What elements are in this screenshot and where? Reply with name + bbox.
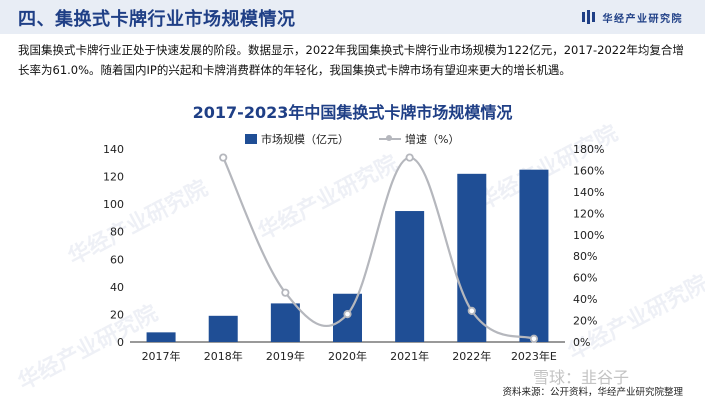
y-left-tick-label: 40 [110, 281, 124, 294]
snowball-watermark: 雪球：韭谷子 [533, 368, 630, 387]
chart-legend: 市场规模（亿元） 增速（%） [245, 131, 489, 147]
page-title: 四、集换式卡牌行业市场规模情况 [18, 9, 296, 30]
y-right-tick-label: 180% [573, 143, 604, 156]
legend-label-line: 增速（%） [405, 133, 460, 146]
x-tick-label: 2020年 [328, 349, 367, 363]
brand-logo-icon [581, 10, 595, 24]
growth-point [405, 153, 414, 162]
y-right-tick-label: 140% [573, 186, 604, 199]
x-tick-label: 2022年 [452, 349, 491, 363]
bar [146, 332, 176, 342]
bar [395, 211, 425, 342]
y-right-tick-label: 20% [573, 315, 597, 328]
y-right-tick-label: 80% [573, 250, 597, 263]
y-left-tick-label: 140 [103, 143, 124, 156]
y-left-tick-label: 20 [110, 308, 124, 321]
x-tick-label: 2023年E [511, 349, 557, 363]
header-bar: 四、集换式卡牌行业市场规模情况 华经产业研究院 [0, 0, 705, 34]
legend-item-bar: 市场规模（亿元） [245, 131, 349, 147]
x-tick-label: 2018年 [204, 349, 243, 363]
y-left-tick-label: 0 [117, 336, 124, 349]
bar [457, 173, 487, 342]
brand-name: 华经产业研究院 [602, 13, 683, 25]
y-left-tick-label: 60 [110, 253, 124, 266]
source-note: 资料来源：公开资料，华经产业研究院整理 [502, 387, 683, 398]
growth-point [343, 310, 352, 319]
growth-point [467, 306, 476, 316]
growth-point [219, 153, 228, 162]
y-right-tick-label: 100% [573, 229, 604, 242]
chart-title: 2017-2023年中国集换式卡牌市场规模情况 [192, 103, 513, 122]
y-left-tick-label: 100 [103, 198, 124, 211]
bar [519, 169, 549, 342]
y-left-tick-label: 80 [110, 226, 124, 239]
growth-line [222, 156, 535, 340]
brand: 华经产业研究院 [581, 9, 684, 25]
growth-point [529, 334, 539, 343]
y-right-tick-label: 0% [573, 336, 590, 349]
x-tick-label: 2021年 [390, 349, 429, 363]
x-tick-label: 2017年 [142, 349, 181, 363]
legend-swatch-bar-icon [245, 134, 257, 144]
bar [208, 315, 238, 342]
legend-swatch-line-icon [379, 135, 401, 141]
intro-paragraph: 我国集换式卡牌行业正处于快速发展的阶段。数据显示，2022年我国集换式卡牌行业市… [18, 43, 684, 77]
y-left-tick-label: 120 [103, 171, 124, 184]
legend-item-line: 增速（%） [379, 131, 459, 147]
y-right-tick-label: 120% [573, 207, 604, 220]
y-right-tick-label: 40% [573, 293, 597, 306]
legend-label-bar: 市场规模（亿元） [261, 133, 349, 146]
x-tick-label: 2019年 [266, 349, 305, 363]
y-right-tick-label: 60% [573, 272, 597, 285]
y-right-tick-label: 160% [573, 164, 604, 177]
bar [270, 303, 300, 342]
growth-point [281, 288, 290, 297]
